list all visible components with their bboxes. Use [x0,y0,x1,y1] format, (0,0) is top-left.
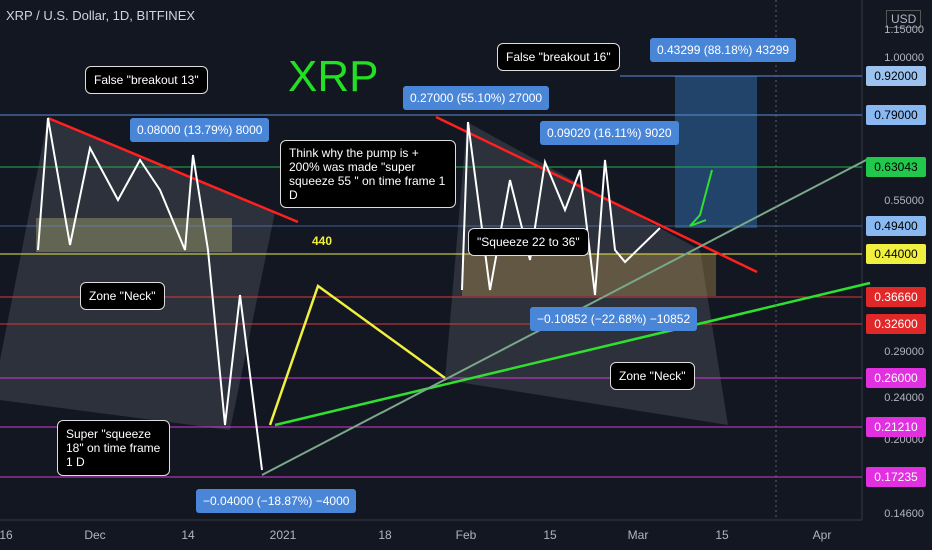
time-tick: Apr [812,528,832,542]
note: Zone "Neck" [610,362,695,390]
trendline [274,281,871,427]
time-tick: 14 [181,528,195,542]
level-label: 440 [312,234,333,248]
price-level: 0.49400 [866,216,926,236]
triangle [0,118,275,430]
target-box [675,76,757,228]
time-tick: Feb [455,528,477,542]
time-tick: 2021 [269,528,297,542]
time-tick: 15 [715,528,729,542]
currency: USD [886,10,922,28]
price-level: 0.92000 [866,66,926,86]
measure-label: −0.10852 (−22.68%) −10852 [530,307,698,331]
measure-label: 0.43299 (88.18%) 43299 [650,38,797,62]
price-level: 0.63043 [866,157,926,177]
note: False "breakout 13" [85,66,208,94]
time-tick: 15 [543,528,557,542]
measure-label: 0.27000 (55.10%) 27000 [403,86,550,110]
watermark: XRP [288,52,379,101]
time-tick: Mar [627,528,649,542]
symbol-title: XRP / U.S. Dollar, 1D, BITFINEX [6,8,196,23]
price-tick: 1.00000 [884,52,924,64]
note: Think why the pump is + 200% was made "s… [280,140,456,208]
price-level: 0.21210 [866,417,926,437]
measure-label: −0.04000 (−18.87%) −4000 [196,489,357,513]
price-level: 0.44000 [866,244,926,264]
note: Zone "Neck" [80,282,165,310]
pattern [37,117,263,471]
price-tick: 0.24000 [884,392,924,404]
price-tick: 0.20000 [884,434,924,446]
price-level: 0.32600 [866,314,926,334]
measure-label: 0.08000 (13.79%) 8000 [130,118,270,142]
price-tick: 1.15000 [884,24,924,36]
price-level: 0.36660 [866,287,926,307]
triangle [445,122,728,425]
time-tick: 16 [0,528,13,542]
neck-zone [462,254,716,296]
price-tick: 0.55000 [884,195,924,207]
time-tick: Dec [84,528,106,542]
measure-label: 0.09020 (16.11%) 9020 [540,121,679,145]
trendline [47,116,299,224]
trendline [435,115,758,274]
note: "Squeeze 22 to 36" [468,228,589,256]
price-scale-bg [862,0,932,550]
price-level: 0.26000 [866,368,926,388]
time-tick: 18 [378,528,392,542]
note: False "breakout 16" [497,43,620,71]
arrow [689,169,713,227]
note: Super "squeeze 18" on time frame 1 D [57,420,170,476]
wave [268,283,446,426]
price-tick: 0.29000 [884,346,924,358]
pattern [461,121,661,296]
price-level: 0.17235 [866,467,926,487]
price-level: 0.79000 [866,105,926,125]
price-tick: 0.14600 [884,508,924,520]
